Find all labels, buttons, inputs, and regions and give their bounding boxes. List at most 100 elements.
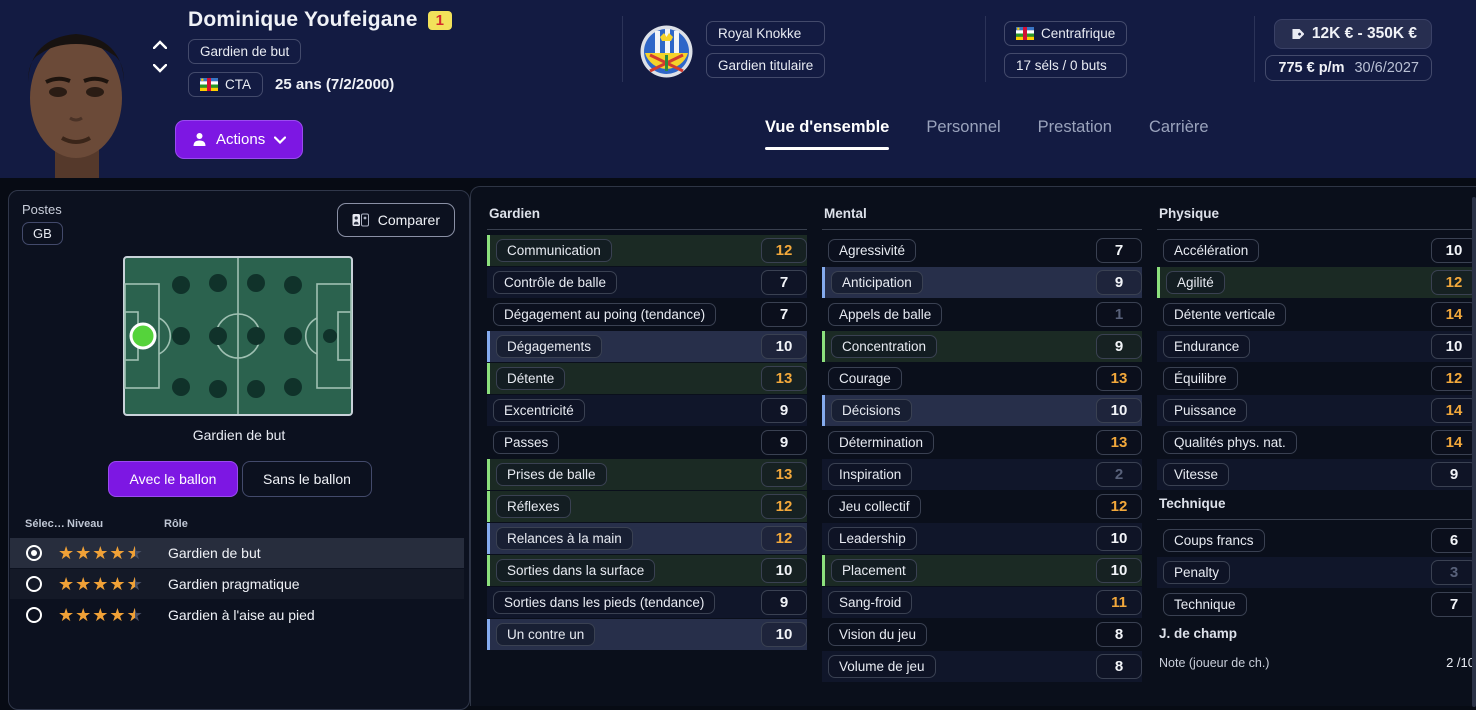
nation-pill[interactable]: Centrafrique — [1004, 21, 1128, 46]
attribute-row-relances-a-la-main[interactable]: Relances à la main 12 — [487, 523, 807, 554]
attribute-value: 6 — [1431, 528, 1476, 553]
role-radio[interactable] — [26, 545, 42, 561]
attribute-row-agilite[interactable]: Agilité 12 — [1157, 267, 1476, 298]
tab-carriere[interactable]: Carrière — [1148, 118, 1209, 136]
next-player-button[interactable] — [150, 60, 170, 76]
tab-personnel[interactable]: Personnel — [926, 118, 1001, 136]
attribute-value: 14 — [1431, 430, 1476, 455]
star-full-icon: ★ — [92, 543, 110, 563]
previous-player-button[interactable] — [150, 36, 170, 52]
club-crest[interactable] — [640, 25, 693, 78]
attribute-row-volume-de-jeu[interactable]: Volume de jeu 8 — [822, 651, 1142, 682]
star-full-icon: ★ — [58, 574, 76, 594]
attribute-row-reflexes[interactable]: Réflexes 12 — [487, 491, 807, 522]
attribute-value: 3 — [1431, 560, 1476, 585]
star-half-icon: ★★ — [126, 543, 144, 563]
star-rating: ★★★★★★ — [58, 544, 154, 562]
toggle-avec-le-ballon[interactable]: Avec le ballon — [108, 461, 238, 497]
attribute-row-controle-de-balle[interactable]: Contrôle de balle 7 — [487, 267, 807, 298]
selected-position-dot[interactable] — [129, 322, 157, 350]
role-row-gardien-pragmatique[interactable]: ★★★★★★Gardien pragmatique — [10, 569, 464, 599]
section-title-physique: Physique — [1159, 206, 1220, 221]
attribute-row-concentration[interactable]: Concentration 9 — [822, 331, 1142, 362]
tab-vue-d-ensemble[interactable]: Vue d'ensemble — [765, 118, 890, 150]
attribute-row-technique[interactable]: Technique 7 — [1157, 589, 1476, 620]
transfer-value: 12K € - 350K € — [1311, 25, 1417, 42]
compare-button[interactable]: Comparer — [336, 203, 455, 237]
attribute-label: Excentricité — [493, 399, 585, 422]
attribute-label: Détente — [496, 367, 566, 390]
attribute-label: Agilité — [1166, 271, 1225, 294]
scrollbar[interactable] — [1472, 197, 1476, 707]
overview-content: Postes GB Comparer — [0, 178, 1476, 710]
attribute-row-leadership[interactable]: Leadership 10 — [822, 523, 1142, 554]
attribute-value: 10 — [1431, 238, 1476, 263]
attribute-value: 9 — [1096, 270, 1142, 295]
role-radio[interactable] — [26, 607, 42, 623]
attribute-row-vision-du-jeu[interactable]: Vision du jeu 8 — [822, 619, 1142, 650]
wage-amount: 775 € p/m — [1278, 60, 1345, 76]
attribute-row-jeu-collectif[interactable]: Jeu collectif 12 — [822, 491, 1142, 522]
header-divider — [985, 16, 986, 82]
attribute-row-decisions[interactable]: Décisions 10 — [822, 395, 1142, 426]
attribute-label: Penalty — [1163, 561, 1231, 584]
attribute-row-inspiration[interactable]: Inspiration 2 — [822, 459, 1142, 490]
attribute-row-sorties-dans-les-pieds-tendance[interactable]: Sorties dans les pieds (tendance) 9 — [487, 587, 807, 618]
attribute-label: Agressivité — [828, 239, 917, 262]
attribute-label: Leadership — [828, 527, 917, 550]
attribute-row-sorties-dans-la-surface[interactable]: Sorties dans la surface 10 — [487, 555, 807, 586]
attribute-row-appels-de-balle[interactable]: Appels de balle 1 — [822, 299, 1142, 330]
attribute-row-equilibre[interactable]: Équilibre 12 — [1157, 363, 1476, 394]
attribute-row-endurance[interactable]: Endurance 10 — [1157, 331, 1476, 362]
star-full-icon: ★ — [58, 605, 76, 625]
toggle-sans-le-ballon[interactable]: Sans le ballon — [242, 461, 372, 497]
attribute-row-coups-francs[interactable]: Coups francs 6 — [1157, 525, 1476, 556]
attribute-label: Détermination — [828, 431, 935, 454]
attribute-row-passes[interactable]: Passes 9 — [487, 427, 807, 458]
attribute-row-detente-verticale[interactable]: Détente verticale 14 — [1157, 299, 1476, 330]
attribute-row-degagement-au-poing-tendance[interactable]: Dégagement au poing (tendance) 7 — [487, 299, 807, 330]
attribute-row-qualites-phys-nat[interactable]: Qualités phys. nat. 14 — [1157, 427, 1476, 458]
column-header-role: Rôle — [164, 518, 188, 530]
attribute-row-excentricite[interactable]: Excentricité 9 — [487, 395, 807, 426]
role-radio[interactable] — [26, 576, 42, 592]
field-player-note-value: 2 /10 — [1446, 655, 1475, 670]
attribute-value: 14 — [1431, 302, 1476, 327]
attribute-label: Communication — [496, 239, 612, 262]
tab-prestation[interactable]: Prestation — [1037, 118, 1112, 136]
positions-title: Postes — [22, 202, 62, 217]
attribute-value: 13 — [761, 462, 807, 487]
attribute-row-determination[interactable]: Détermination 13 — [822, 427, 1142, 458]
actions-button[interactable]: Actions — [175, 120, 304, 159]
club-name-pill[interactable]: Royal Knokke — [706, 21, 826, 46]
attribute-value: 12 — [1096, 494, 1142, 519]
attribute-value: 13 — [1096, 430, 1142, 455]
attributes-panel: Gardien Communication 12 Contrôle de balle 7… — [470, 186, 1476, 707]
squad-status-pill[interactable]: Gardien titulaire — [706, 53, 826, 78]
attribute-row-communication[interactable]: Communication 12 — [487, 235, 807, 266]
role-row-gardien-de-but[interactable]: ★★★★★★Gardien de but — [10, 538, 464, 568]
attribute-row-agressivite[interactable]: Agressivité 7 — [822, 235, 1142, 266]
chevron-down-icon — [153, 63, 167, 73]
attribute-row-acceleration[interactable]: Accélération 10 — [1157, 235, 1476, 266]
attribute-value: 12 — [761, 526, 807, 551]
nationality-pill[interactable]: CTA — [188, 72, 263, 97]
attribute-row-placement[interactable]: Placement 10 — [822, 555, 1142, 586]
position-pitch — [123, 256, 353, 416]
star-half-fill: ★ — [127, 575, 136, 593]
attribute-row-degagements[interactable]: Dégagements 10 — [487, 331, 807, 362]
player-age-dob: 25 ans (7/2/2000) — [275, 76, 395, 93]
attribute-row-anticipation[interactable]: Anticipation 9 — [822, 267, 1142, 298]
section-divider — [822, 229, 1142, 230]
attribute-row-vitesse[interactable]: Vitesse 9 — [1157, 459, 1476, 490]
role-row-gardien-a-l-aise-au-pied[interactable]: ★★★★★★Gardien à l'aise au pied — [10, 600, 464, 630]
position-pill[interactable]: Gardien de but — [188, 39, 302, 64]
attribute-row-sang-froid[interactable]: Sang-froid 11 — [822, 587, 1142, 618]
attribute-row-penalty[interactable]: Penalty 3 — [1157, 557, 1476, 588]
attribute-value: 10 — [1096, 398, 1142, 423]
attribute-row-prises-de-balle[interactable]: Prises de balle 13 — [487, 459, 807, 490]
attribute-row-courage[interactable]: Courage 13 — [822, 363, 1142, 394]
attribute-row-puissance[interactable]: Puissance 14 — [1157, 395, 1476, 426]
attribute-row-detente[interactable]: Détente 13 — [487, 363, 807, 394]
attribute-row-un-contre-un[interactable]: Un contre un 10 — [487, 619, 807, 650]
